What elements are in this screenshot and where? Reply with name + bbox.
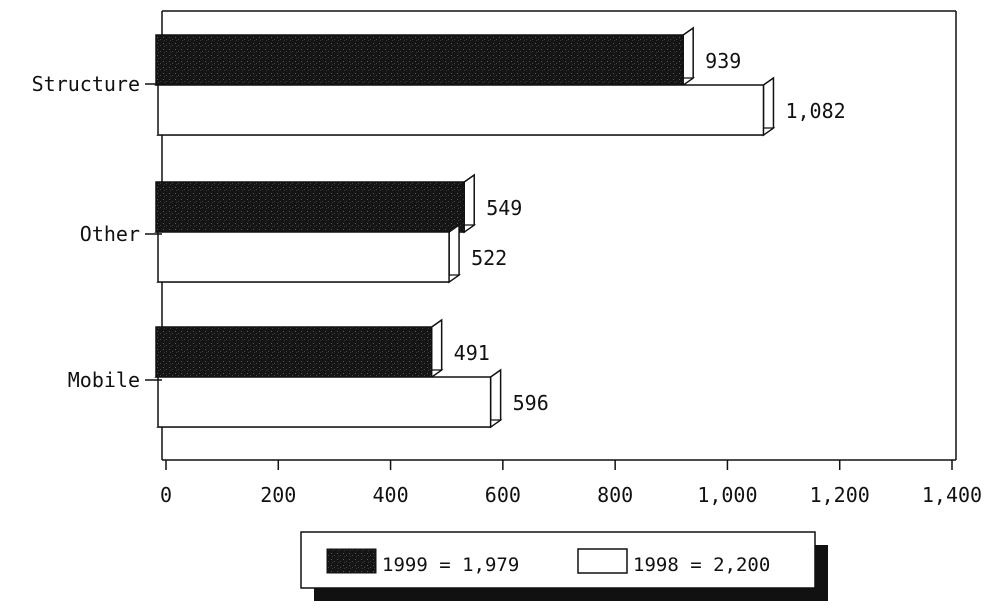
x-tick-label-0: 0 — [160, 483, 172, 507]
legend-swatch-1998 — [577, 548, 628, 574]
x-tick-label-1400: 1,400 — [922, 483, 982, 507]
x-tick-label-400: 400 — [373, 483, 409, 507]
bar-other-1998 — [156, 223, 461, 284]
bar-mobile-1998 — [156, 368, 503, 429]
bar-structure-1999 — [154, 26, 696, 87]
legend-box — [300, 531, 816, 589]
x-tick-label-1200: 1,200 — [810, 483, 870, 507]
category-label-mobile: Mobile — [68, 368, 140, 392]
data-label-structure-1998: 1,082 — [785, 99, 845, 123]
bar-other-1999 — [154, 173, 477, 234]
x-tick-label-800: 800 — [597, 483, 633, 507]
x-tick-label-1000: 1,000 — [697, 483, 757, 507]
legend: 1999 = 1,979 1998 = 2,200 — [300, 531, 828, 601]
bar-mobile-1999 — [154, 318, 444, 379]
data-label-mobile-1999: 491 — [454, 341, 490, 365]
data-label-other-1998: 522 — [471, 246, 507, 270]
data-label-mobile-1998: 596 — [513, 391, 549, 415]
bar-structure-1998 — [156, 76, 776, 137]
legend-swatch-1999 — [326, 548, 377, 574]
x-tick-label-200: 200 — [260, 483, 296, 507]
category-label-structure: Structure — [32, 72, 140, 96]
legend-label-1998: 1998 = 2,200 — [633, 554, 770, 576]
legend-label-1999: 1999 = 1,979 — [382, 554, 519, 576]
category-label-other: Other — [80, 222, 140, 246]
x-tick-label-600: 600 — [485, 483, 521, 507]
data-label-other-1999: 549 — [486, 196, 522, 220]
data-label-structure-1999: 939 — [705, 49, 741, 73]
